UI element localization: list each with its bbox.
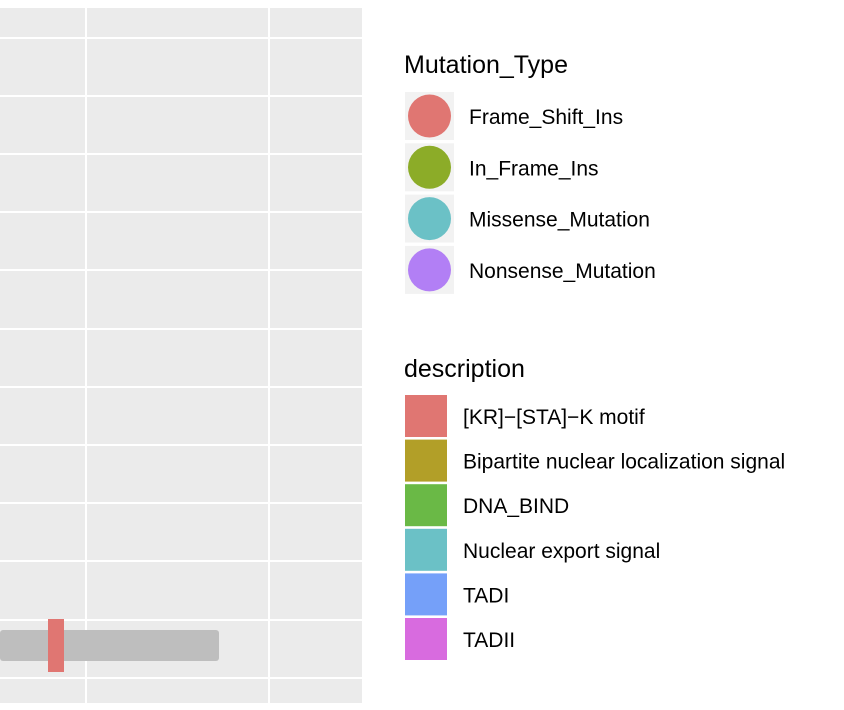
legend-swatch-in-frame-ins — [408, 145, 451, 189]
legend-mutation-type-title: Mutation_Type — [404, 51, 568, 79]
legend-label: Missense_Mutation — [469, 209, 650, 232]
legend-label: [KR]−[STA]−K motif — [463, 406, 645, 429]
legend-swatch-2 — [405, 484, 447, 527]
legend-description-title: description — [404, 355, 525, 383]
protein-backbone — [0, 630, 219, 661]
legend-label: TADI — [463, 584, 509, 607]
legend-swatch-frame-shift-ins — [408, 94, 451, 138]
legend-mutation-type: Mutation_Type Frame_Shift_Ins In_Frame_Ins… — [404, 51, 656, 294]
legend-label: Nuclear export signal — [463, 540, 660, 563]
legend-swatch-missense-mutation — [408, 197, 451, 241]
legend-label: Frame_Shift_Ins — [469, 106, 623, 129]
legend-swatch-1 — [405, 439, 447, 482]
legend-swatch-5 — [405, 618, 447, 660]
legend-description: description [KR]−[STA]−K motif Bipartite n… — [404, 355, 785, 660]
legend-label: TADII — [463, 629, 515, 652]
legend-swatch-4 — [405, 573, 447, 616]
legend-label: In_Frame_Ins — [469, 157, 599, 180]
panel-background — [0, 8, 362, 703]
plot-panel — [0, 8, 362, 703]
legend-swatch-0 — [405, 395, 447, 437]
legend-label: Nonsense_Mutation — [469, 260, 656, 283]
legend-swatch-nonsense-mutation — [408, 248, 451, 292]
legend-label: Bipartite nuclear localization signal — [463, 451, 785, 474]
domain-kr-sta-k-motif — [48, 619, 64, 672]
legend-swatch-3 — [405, 528, 447, 571]
legend-label: DNA_BIND — [463, 495, 569, 518]
